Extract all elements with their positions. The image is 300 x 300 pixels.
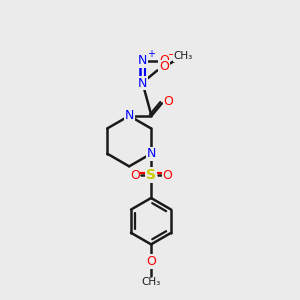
Text: O: O [130,169,140,182]
Text: N: N [124,109,134,122]
Text: N: N [138,54,147,67]
Text: O: O [163,169,172,182]
Text: CH₃: CH₃ [141,278,161,287]
Text: O: O [159,54,169,67]
Text: O: O [159,60,169,73]
Text: O: O [146,255,156,268]
Text: +: + [147,49,155,59]
Text: CH₃: CH₃ [174,51,193,62]
Text: S: S [146,168,156,182]
Text: O: O [164,95,173,108]
Text: N: N [146,147,156,160]
Text: −: − [168,50,177,60]
Text: N: N [138,76,147,90]
